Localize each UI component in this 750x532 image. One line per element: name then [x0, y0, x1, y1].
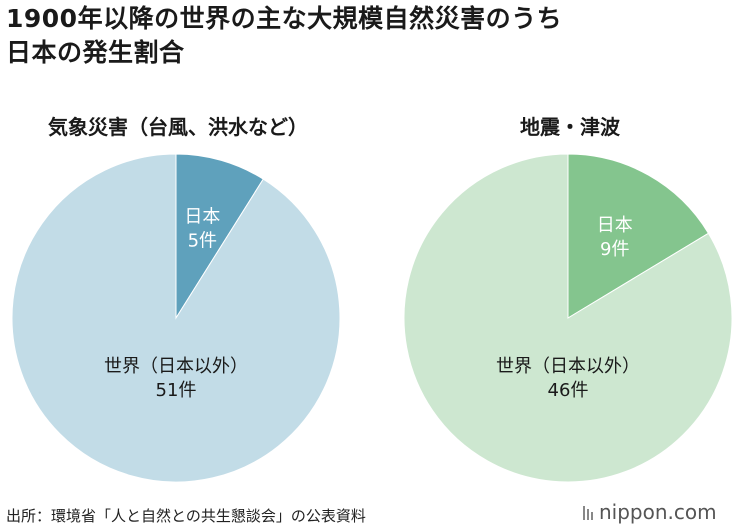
- pie-quake-label-japan-name: 日本: [597, 215, 633, 236]
- pie-quake-label-world-value: 46件: [548, 380, 589, 401]
- logo-text: nippon.com: [599, 500, 717, 524]
- pie-quake-title: 地震・津波: [520, 115, 620, 139]
- chart-title: 1900年以降の世界の主な大規模自然災害のうち 日本の発生割合: [6, 2, 746, 70]
- pie-weather-label-japan-value: 5件: [188, 231, 217, 252]
- pie-weather-label-world-value: 51件: [156, 380, 197, 401]
- pie-quake-slice-japan: [567, 153, 710, 319]
- logo-mark-icon: [583, 506, 593, 520]
- pie-quake-label-world: 世界（日本以外） 46件: [496, 356, 640, 401]
- pie-weather-slice-japan: [175, 153, 264, 320]
- pie-quake-label-japan: 日本 9件: [597, 215, 633, 260]
- pie-weather-label-world-name: 世界（日本以外）: [104, 356, 248, 377]
- brand-logo: nippon.com: [583, 500, 717, 524]
- pie-weather-slice-world: [11, 153, 341, 483]
- source-note: 出所：環境省「人と自然との共生懇談会」の公表資料: [6, 507, 366, 525]
- pie-weather-label-world: 世界（日本以外） 51件: [104, 356, 248, 401]
- pie-weather-label-japan: 日本 5件: [184, 207, 220, 252]
- pie-quake-label-world-name: 世界（日本以外）: [496, 356, 640, 377]
- pie-quake-slice-world: [403, 153, 733, 483]
- pie-weather-title: 気象災害（台風、洪水など）: [48, 115, 308, 139]
- chart-title-line2: 日本の発生割合: [6, 38, 185, 67]
- pie-weather-label-japan-name: 日本: [184, 207, 220, 228]
- chart-title-line1: 1900年以降の世界の主な大規模自然災害のうち: [6, 4, 563, 33]
- pie-quake-label-japan-value: 9件: [600, 239, 629, 260]
